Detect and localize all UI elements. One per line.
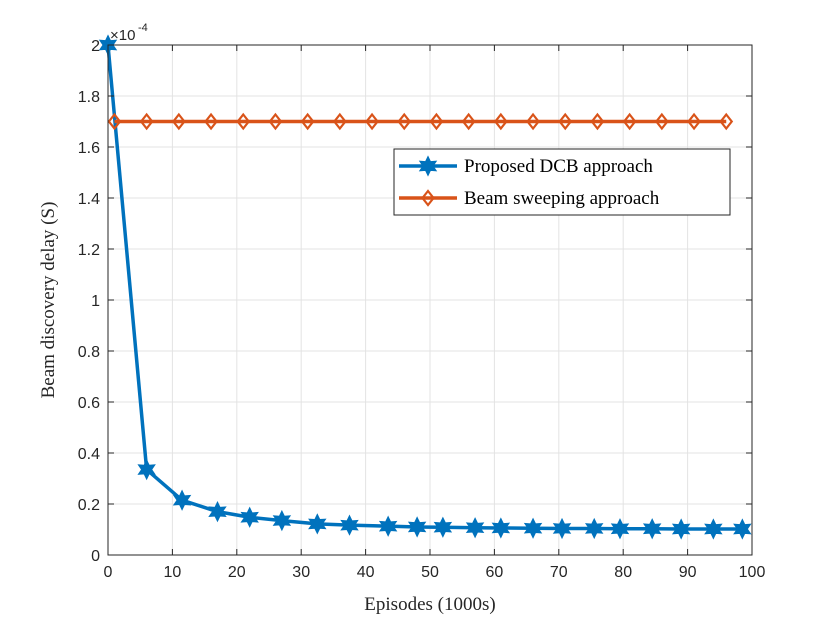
data-point: [622, 112, 637, 131]
data-point: [671, 518, 691, 540]
y-axis-label: Beam discovery delay (S): [38, 202, 59, 399]
data-point: [687, 112, 701, 131]
data-point: [236, 112, 251, 131]
x-axis-label: Episodes (1000s): [364, 594, 495, 615]
legend-label-sweeping: Beam sweeping approach: [464, 188, 660, 209]
data-point: [365, 112, 379, 131]
x-tick-label: 100: [739, 564, 766, 581]
legend-marker-shape: [418, 155, 438, 177]
data-point: [240, 506, 259, 528]
x-tick-label: 80: [614, 564, 632, 581]
legend-marker-sweeping: [421, 189, 435, 207]
x-tick-label: 70: [550, 564, 568, 581]
axis-ticks: 0 10 20 30 40 50 60 70 80 90 100 0 0.2 0.4 0.6 0.8 1 1.2 1…: [78, 38, 766, 581]
y-tick-label: 1.4: [78, 191, 100, 208]
y-tick-label: 0.6: [78, 395, 100, 412]
data-point: [584, 517, 604, 540]
data-point: [378, 515, 398, 537]
data-point: [654, 112, 669, 131]
data-point: [433, 516, 453, 538]
legend-marker-shape: [421, 189, 435, 207]
data-point: [429, 112, 444, 131]
x-tick-label: 20: [228, 564, 246, 581]
data-point: [704, 518, 723, 540]
y-tick-label: 1.8: [78, 89, 100, 106]
data-point: [397, 112, 412, 131]
data-point: [465, 517, 485, 539]
data-point: [171, 112, 186, 131]
x-tick-label: 40: [357, 564, 375, 581]
data-point: [590, 112, 605, 131]
data-point: [308, 513, 327, 535]
y-tick-label: 0.2: [78, 497, 100, 514]
data-point: [493, 112, 508, 131]
legend: Proposed DCB approach Beam sweeping appr…: [393, 148, 731, 216]
data-point: [461, 112, 476, 131]
y-exponent-base: ×10: [110, 27, 135, 44]
data-point: [268, 112, 283, 131]
y-tick-label: 0: [91, 548, 100, 565]
y-exponent-power: -4: [138, 22, 148, 34]
data-point: [523, 517, 543, 539]
data-point: [300, 112, 315, 131]
data-point: [407, 516, 427, 538]
data-point: [491, 517, 511, 539]
legend-label-dcb: Proposed DCB approach: [464, 156, 653, 177]
data-point: [172, 489, 192, 511]
y-tick-label: 1: [91, 293, 100, 310]
data-point: [719, 112, 734, 131]
data-point: [208, 501, 227, 523]
data-point: [137, 458, 156, 481]
grid: [108, 45, 752, 555]
x-tick-label: 30: [292, 564, 310, 581]
data-point: [332, 112, 347, 131]
y-tick-label: 1.2: [78, 242, 100, 259]
data-point: [272, 509, 292, 532]
data-point: [526, 112, 540, 131]
series-1: [107, 112, 734, 131]
x-tick-label: 60: [486, 564, 504, 581]
legend-box: [393, 148, 731, 216]
data-point: [107, 112, 122, 131]
data-point: [733, 518, 752, 540]
legend-marker-dcb: [418, 155, 438, 177]
y-tick-label: 1.6: [78, 140, 100, 157]
x-tick-label: 50: [421, 564, 439, 581]
x-tick-label: 0: [104, 564, 113, 581]
data-point: [340, 514, 359, 536]
data-point: [642, 518, 662, 540]
data-point: [139, 112, 154, 131]
x-tick-label: 10: [164, 564, 182, 581]
data-point: [552, 517, 572, 540]
x-tick-label: 90: [679, 564, 697, 581]
y-tick-label: 2: [91, 38, 100, 55]
data-point: [610, 518, 630, 540]
y-tick-label: 0.4: [78, 446, 100, 463]
y-tick-label: 0.8: [78, 344, 100, 361]
data-point: [558, 112, 573, 131]
data-point: [204, 112, 218, 131]
